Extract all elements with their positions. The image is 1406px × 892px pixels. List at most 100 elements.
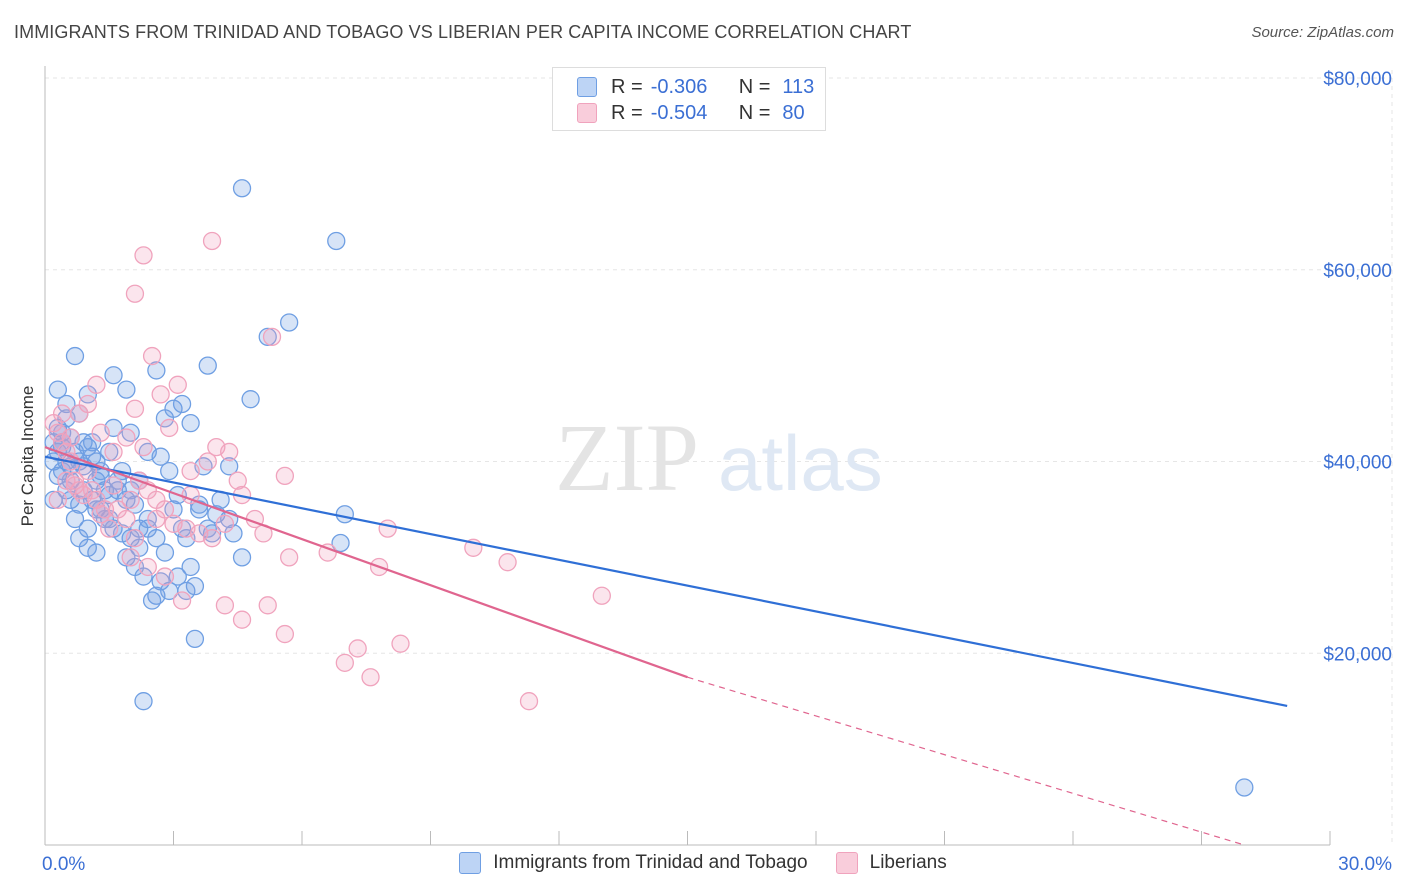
- data-point: [125, 284, 145, 303]
- legend-item-liberians: Liberians: [835, 852, 947, 874]
- data-point: [348, 639, 367, 658]
- data-point: [202, 231, 222, 251]
- legend-swatch-blue: [577, 77, 597, 97]
- data-point: [241, 390, 260, 409]
- data-point: [117, 509, 136, 529]
- legend-swatch-pink: [577, 103, 597, 123]
- data-point: [228, 471, 247, 490]
- data-point: [87, 375, 106, 394]
- data-point: [232, 610, 252, 629]
- data-point: [117, 380, 136, 399]
- data-point: [279, 548, 299, 567]
- data-point: [48, 466, 67, 486]
- legend-swatch-pink: [835, 852, 858, 874]
- data-point: [52, 433, 72, 452]
- data-point: [91, 423, 110, 442]
- data-point: [155, 543, 175, 562]
- data-point: [275, 466, 295, 486]
- x-tick-label: 30.0%: [1338, 854, 1392, 875]
- data-point: [198, 452, 217, 471]
- data-point: [65, 346, 85, 366]
- source-label: Source: ZipAtlas.com: [1251, 24, 1394, 41]
- data-point: [202, 529, 222, 548]
- data-point: [1235, 778, 1254, 797]
- data-point: [168, 375, 187, 394]
- data-point: [185, 576, 205, 596]
- y-tick-label: $80,000: [1323, 69, 1392, 90]
- data-point: [125, 529, 145, 548]
- data-point: [177, 581, 196, 601]
- data-point: [318, 543, 337, 562]
- data-point: [91, 505, 110, 524]
- data-point: [48, 380, 67, 399]
- data-point: [142, 591, 162, 610]
- correlation-legend: R = -0.306 N = 113 R = -0.504 N = 80: [552, 67, 826, 131]
- legend-n-value: 113: [782, 75, 815, 98]
- data-point: [519, 692, 539, 711]
- data-point: [48, 490, 67, 510]
- data-point: [142, 346, 162, 366]
- data-point: [498, 553, 517, 572]
- data-point: [87, 543, 106, 562]
- trend-line: [44, 446, 688, 679]
- data-point: [61, 428, 80, 447]
- legend-row-series-2: R = -0.504 N = 80: [577, 101, 805, 125]
- trend-line-extension: [687, 676, 1245, 846]
- data-point: [172, 591, 192, 610]
- data-point: [190, 500, 209, 519]
- data-point: [121, 548, 140, 567]
- data-point: [125, 399, 145, 418]
- data-point: [185, 629, 205, 649]
- data-point: [44, 490, 63, 510]
- data-point: [361, 668, 380, 687]
- legend-row-series-1: R = -0.306 N = 113: [577, 75, 814, 99]
- y-tick-label: $20,000: [1323, 644, 1392, 665]
- x-tick-label: 0.0%: [42, 854, 85, 875]
- data-point: [220, 442, 239, 462]
- data-point: [78, 538, 97, 557]
- data-point: [258, 596, 277, 615]
- data-point: [172, 519, 192, 538]
- legend-n-label: N =: [738, 101, 771, 124]
- data-point: [181, 557, 200, 577]
- data-point: [155, 567, 175, 586]
- data-point: [258, 327, 277, 347]
- data-point: [151, 385, 170, 404]
- data-point: [138, 557, 157, 577]
- data-point: [151, 447, 170, 466]
- trend-line: [44, 455, 1288, 708]
- data-point: [331, 533, 350, 553]
- data-point: [202, 524, 222, 543]
- data-point: [70, 495, 89, 514]
- data-point: [57, 471, 76, 490]
- data-point: [117, 428, 136, 447]
- watermark-atlas: atlas: [718, 419, 883, 507]
- data-point: [172, 394, 192, 414]
- data-point: [335, 505, 354, 524]
- data-point: [220, 457, 239, 476]
- data-point: [134, 246, 153, 265]
- legend-r-label: R =: [611, 101, 643, 124]
- data-point: [52, 404, 72, 423]
- legend-r-value: -0.504: [650, 101, 708, 124]
- data-point: [147, 361, 166, 380]
- data-point: [147, 529, 166, 548]
- data-point: [181, 413, 200, 433]
- data-point: [147, 509, 166, 529]
- legend-item-trinidad: Immigrants from Trinidad and Tobago: [459, 852, 808, 874]
- data-point: [232, 548, 252, 567]
- data-point: [168, 567, 187, 586]
- data-point: [82, 481, 102, 500]
- data-point: [262, 327, 282, 347]
- data-point: [378, 519, 397, 538]
- legend-label: Liberians: [869, 852, 947, 873]
- legend-n-value: 80: [782, 101, 805, 124]
- data-point: [121, 490, 140, 510]
- data-point: [164, 399, 183, 418]
- data-point: [65, 509, 85, 529]
- data-point: [104, 442, 123, 462]
- data-point: [275, 624, 295, 644]
- data-point: [391, 634, 410, 653]
- legend-r-value: -0.306: [650, 75, 708, 98]
